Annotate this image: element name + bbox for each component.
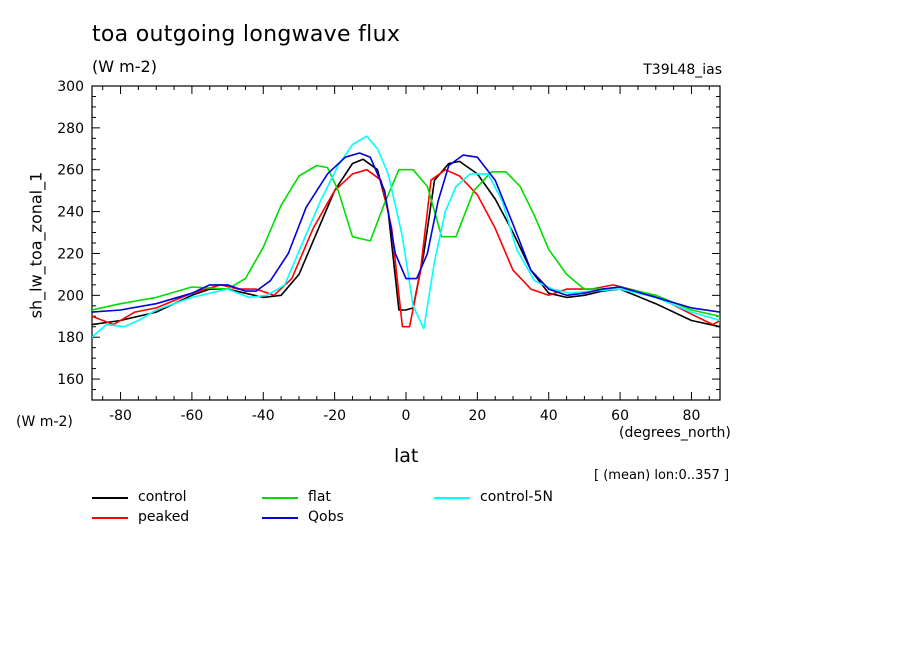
chart-units: (W m-2)	[92, 57, 157, 76]
x-tick-label: 80	[683, 408, 701, 424]
y-tick-label: 220	[57, 246, 84, 262]
y-tick-label: 300	[57, 79, 84, 95]
legend-swatch	[262, 497, 298, 499]
plot-frame	[91, 85, 721, 401]
series-line-flat	[92, 164, 720, 318]
x-tick-label: 0	[402, 408, 411, 424]
legend-swatch	[434, 497, 470, 499]
legend-label: Qobs	[308, 509, 344, 525]
legend-label: flat	[308, 489, 331, 505]
legend-label: peaked	[138, 509, 190, 525]
x-tick-label: 40	[540, 408, 558, 424]
series-line-control	[92, 158, 720, 328]
series-line-peaked	[92, 168, 720, 328]
x-tick-label: -20	[323, 408, 346, 424]
legend-label: control	[138, 489, 187, 505]
series-line-qobs	[92, 152, 720, 313]
chart-title: toa outgoing longwave flux	[92, 22, 401, 47]
run-label: T39L48_ias	[643, 62, 722, 78]
y-axis-units: (W m-2)	[16, 414, 73, 430]
legend-swatch	[262, 517, 298, 519]
x-tick-label: 60	[611, 408, 629, 424]
x-tick-label: -60	[180, 408, 203, 424]
x-tick-label: -80	[109, 408, 132, 424]
legend-label: control-5N	[480, 489, 553, 505]
x-axis-title: lat	[394, 445, 419, 467]
y-tick-label: 200	[57, 288, 84, 304]
averaging-note: [ (mean) lon:0..357 ]	[594, 468, 730, 483]
legend-swatch	[92, 497, 128, 499]
x-tick-label: 20	[468, 408, 486, 424]
x-axis-units: (degrees_north)	[619, 425, 731, 441]
y-tick-label: 260	[57, 163, 84, 179]
y-tick-label: 160	[57, 372, 84, 388]
legend-swatch	[92, 517, 128, 519]
y-tick-label: 280	[57, 121, 84, 137]
y-tick-label: 180	[57, 330, 84, 346]
series-line-control-5n	[92, 135, 720, 338]
y-tick-label: 240	[57, 205, 84, 221]
x-tick-label: -40	[252, 408, 275, 424]
